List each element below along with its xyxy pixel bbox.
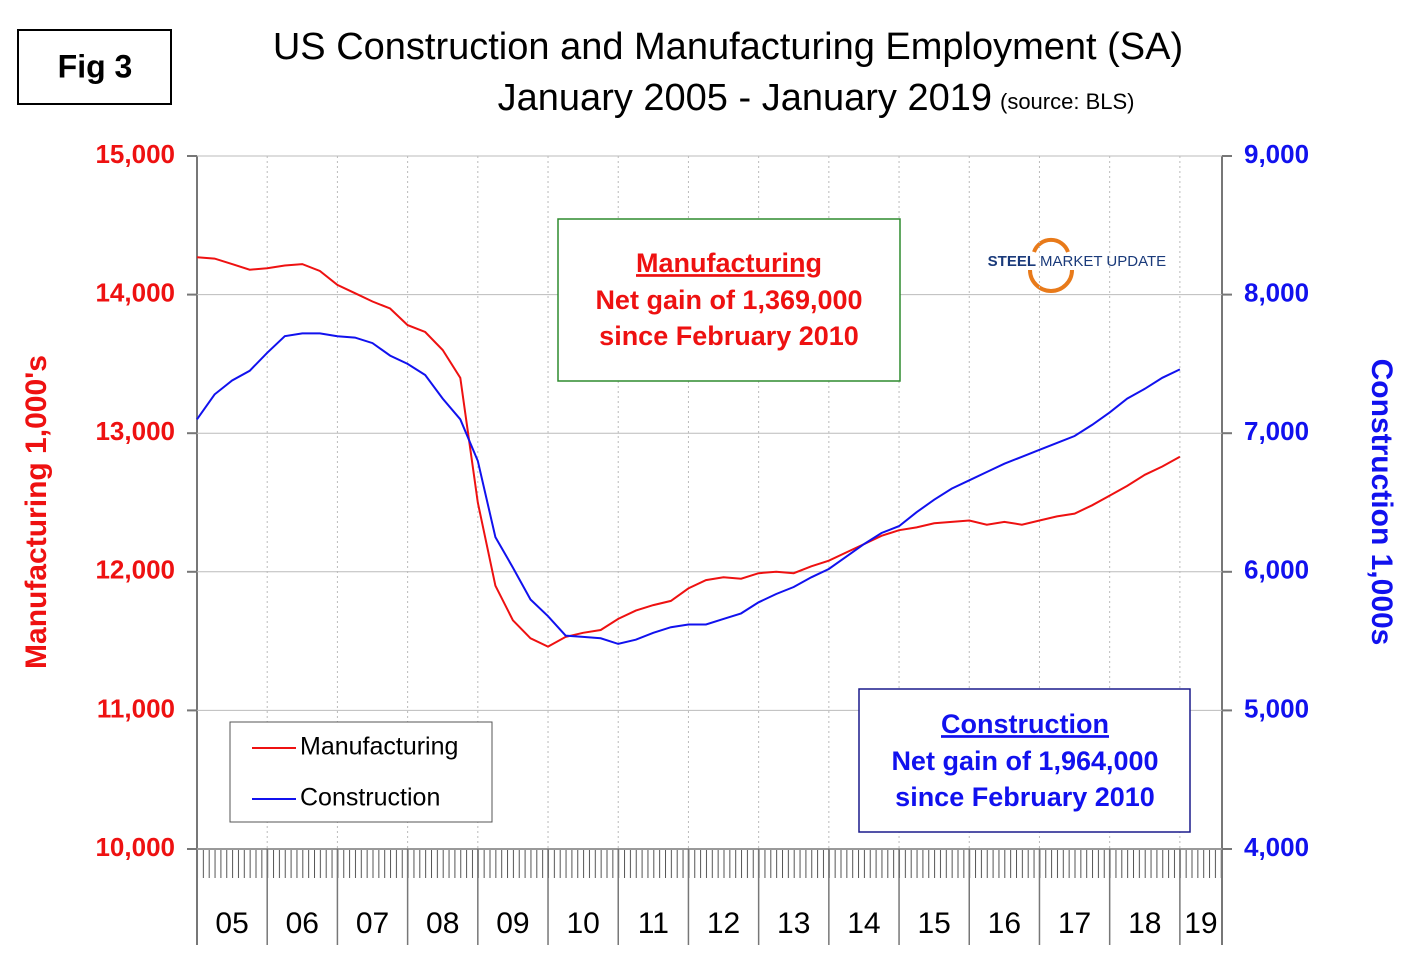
x-tick-label: 10 [566, 907, 599, 940]
y-tick-label: 11,000 [97, 693, 175, 723]
y2-tick-label: 5,000 [1244, 693, 1309, 723]
logo-arc [1028, 269, 1074, 293]
x-tick-label: 16 [988, 907, 1021, 940]
x-tick-label: 17 [1058, 907, 1091, 940]
y-tick-label: 10,000 [95, 832, 175, 862]
x-tick-label: 11 [638, 907, 669, 940]
y2-tick-label: 8,000 [1244, 277, 1309, 307]
annotation-text: Net gain of 1,964,000 [891, 746, 1158, 776]
logo-bold: STEEL [988, 253, 1036, 270]
y2-tick-label: 9,000 [1244, 139, 1309, 169]
y2-tick-label: 4,000 [1244, 832, 1309, 862]
x-tick-label: 08 [426, 907, 459, 940]
x-tick-label: 15 [917, 907, 950, 940]
y2-tick-label: 6,000 [1244, 555, 1309, 585]
chart-subtitle: January 2005 - January 2019 [498, 77, 992, 119]
legend-label: Construction [300, 784, 440, 812]
series-line [196, 332, 1181, 645]
x-tick-label: 05 [215, 907, 248, 940]
annotation-box [557, 218, 901, 382]
y-tick-label: 13,000 [95, 416, 175, 446]
figure-label: Fig 3 [58, 48, 133, 84]
series-line [196, 256, 1181, 648]
x-tick-label: 06 [286, 907, 319, 940]
logo-arc [1032, 237, 1070, 253]
chart-source: (source: BLS) [1000, 89, 1135, 114]
y-tick-label: 14,000 [95, 277, 175, 307]
annotation-title: Construction [941, 709, 1109, 739]
y-axis-title: Manufacturing 1,000's [20, 355, 53, 669]
x-tick-label: 12 [707, 907, 740, 940]
minor-ticks [197, 849, 1222, 878]
x-tick-label: 18 [1128, 907, 1161, 940]
x-tick-label: 14 [847, 907, 880, 940]
y2-axis-title: Construction 1,000s [1365, 359, 1398, 646]
annotation-text: since February 2010 [599, 321, 859, 351]
y-tick-label: 12,000 [95, 555, 175, 585]
annotation-box [858, 688, 1191, 833]
annotation-title: Manufacturing [636, 248, 822, 278]
y-tick-label: 15,000 [95, 139, 175, 169]
x-tick-label: 13 [777, 907, 810, 940]
chart-title: US Construction and Manufacturing Employ… [273, 26, 1183, 68]
figure-box [17, 29, 172, 105]
annotation-text: Net gain of 1,369,000 [595, 285, 862, 315]
annotation-text: since February 2010 [895, 782, 1155, 812]
legend-label: Manufacturing [300, 733, 458, 761]
legend-box [229, 721, 493, 823]
y2-tick-label: 7,000 [1244, 416, 1309, 446]
x-tick-label: 07 [356, 907, 389, 940]
x-tick-label: 19 [1184, 907, 1217, 940]
logo-text: MARKET UPDATE [1040, 253, 1166, 270]
x-tick-label: 09 [496, 907, 529, 940]
